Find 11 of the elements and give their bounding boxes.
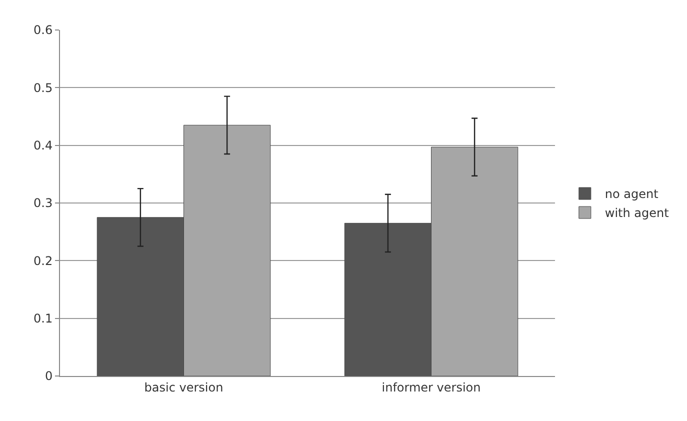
y-tick-label: 0.3 (34, 196, 53, 210)
x-tick-label: informer version (382, 380, 481, 394)
y-tick-label: 0.5 (34, 80, 53, 95)
legend-label: with agent (604, 206, 670, 220)
y-tick-label: 0 (44, 369, 53, 384)
legend-label: no agent (604, 187, 659, 202)
y-tick-label: 0.6 (34, 23, 53, 38)
x-tick-label: basic version (144, 380, 224, 394)
y-tick-label: 0.2 (34, 254, 53, 268)
y-tick-label: 0.1 (34, 312, 53, 326)
y-tick-label: 0.4 (34, 138, 53, 153)
